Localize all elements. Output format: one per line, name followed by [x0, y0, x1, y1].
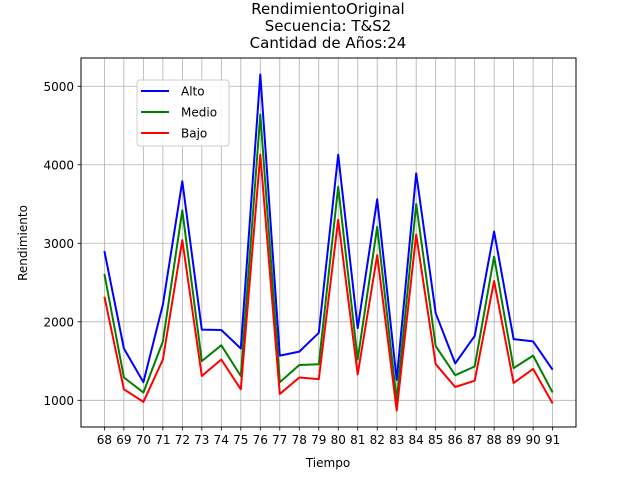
legend-label-bajo: Bajo — [181, 127, 207, 141]
legend-label-alto: Alto — [181, 85, 205, 99]
x-tick-label: 77 — [272, 433, 287, 447]
x-axis-label: Tiempo — [305, 456, 350, 470]
title-line-3: Cantidad de Años:24 — [250, 34, 407, 52]
legend: Alto Medio Bajo — [136, 79, 230, 147]
title-line-1: RendimientoOriginal — [251, 0, 404, 18]
x-tick-label: 76 — [253, 433, 268, 447]
x-tick-label: 83 — [389, 433, 404, 447]
x-tick-label: 79 — [311, 433, 326, 447]
y-tick-label: 4000 — [43, 158, 74, 172]
x-tick-label: 70 — [136, 433, 151, 447]
x-tick-label: 68 — [97, 433, 112, 447]
x-tick-label: 78 — [292, 433, 307, 447]
legend-box — [136, 79, 230, 147]
x-tick-label: 91 — [545, 433, 560, 447]
x-tick-label: 80 — [331, 433, 346, 447]
x-tick-label: 84 — [409, 433, 424, 447]
x-tick-label: 89 — [506, 433, 521, 447]
title-line-2: Secuencia: T&S2 — [265, 17, 392, 35]
series-line-medio — [103, 113, 554, 402]
x-tick-label: 73 — [194, 433, 209, 447]
y-tick-label: 1000 — [43, 394, 74, 408]
y-tick-label: 3000 — [43, 237, 74, 251]
y-axis-label: Rendimiento — [16, 205, 30, 281]
legend-label-medio: Medio — [181, 106, 217, 120]
x-tick-label: 85 — [428, 433, 443, 447]
series-lines — [103, 73, 554, 412]
x-tick-label: 81 — [350, 433, 365, 447]
x-axis-ticks: 68 69 70 71 72 73 74 75 76 77 78 79 80 81 82 83 84 85 86 87… — [97, 427, 560, 447]
x-tick-label: 72 — [175, 433, 190, 447]
series-line-alto — [103, 73, 554, 384]
x-tick-label: 69 — [116, 433, 131, 447]
series-line-bajo — [103, 153, 554, 412]
x-tick-label: 87 — [467, 433, 482, 447]
x-tick-label: 75 — [233, 433, 248, 447]
y-tick-label: 2000 — [43, 315, 74, 329]
x-tick-label: 86 — [448, 433, 463, 447]
x-tick-label: 88 — [487, 433, 502, 447]
plot-frame — [80, 57, 577, 428]
chart-title: RendimientoOriginal Secuencia: T&S2 Cant… — [250, 0, 407, 52]
y-axis-ticks: 1000 2000 3000 4000 5000 — [43, 80, 81, 408]
x-tick-label: 90 — [525, 433, 540, 447]
x-tick-label: 82 — [370, 433, 385, 447]
y-tick-label: 5000 — [43, 80, 74, 94]
x-tick-label: 74 — [214, 433, 229, 447]
x-tick-label: 71 — [155, 433, 170, 447]
